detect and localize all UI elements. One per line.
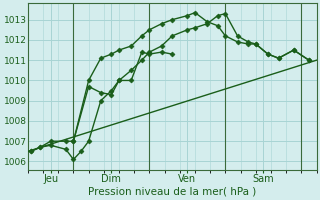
X-axis label: Pression niveau de la mer( hPa ): Pression niveau de la mer( hPa ) xyxy=(88,187,256,197)
